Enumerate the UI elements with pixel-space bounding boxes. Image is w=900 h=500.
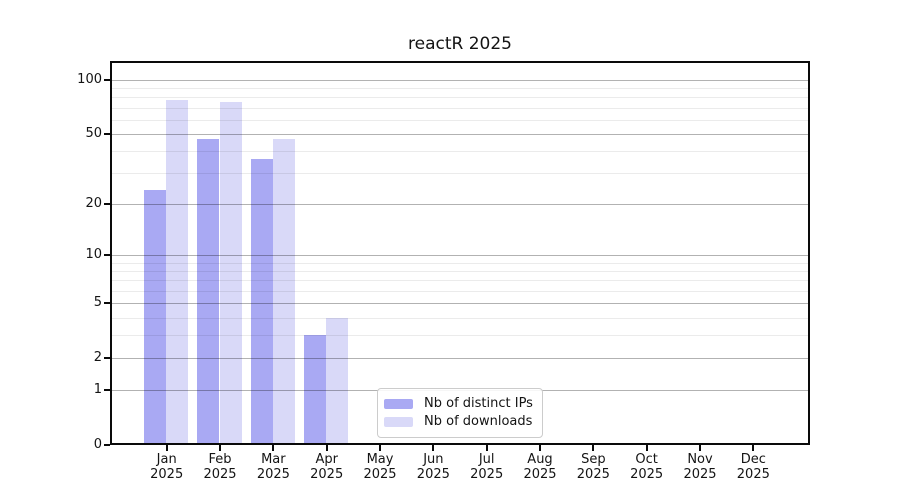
bar-jan-distinct-ips: [144, 190, 166, 445]
x-tick-label-feb: Feb 2025: [203, 452, 237, 482]
x-tick-label-dec: Dec 2025: [736, 452, 770, 482]
minor-gridline-90: [112, 88, 808, 89]
x-tick-label-may: May 2025: [363, 452, 397, 482]
minor-gridline-60: [112, 119, 808, 121]
major-gridline-20: [112, 204, 808, 206]
chart-title: reactR 2025: [408, 34, 512, 54]
x-tick-dec: [752, 445, 755, 451]
x-tick-label-jun: Jun 2025: [416, 452, 450, 482]
y-tick-2: [104, 357, 110, 360]
legend-item-distinct-ips: Nb of distinct IPs: [384, 397, 542, 411]
x-tick-mar: [272, 445, 275, 451]
x-tick-label-jan: Jan 2025: [150, 452, 184, 482]
y-tick-label-20: 20: [85, 196, 102, 212]
x-tick-sep: [592, 445, 595, 451]
bar-apr-distinct-ips: [303, 335, 326, 445]
x-tick-label-apr: Apr 2025: [310, 452, 344, 482]
y-tick-label-50: 50: [85, 125, 102, 141]
major-gridline-50: [112, 133, 808, 135]
bar-feb-downloads: [219, 102, 242, 445]
x-tick-feb: [219, 445, 222, 451]
y-tick-20: [104, 203, 110, 206]
legend: Nb of distinct IPs Nb of downloads: [377, 388, 543, 438]
x-tick-label-jul: Jul 2025: [470, 452, 504, 482]
minor-gridline-6: [112, 290, 808, 292]
x-tick-aug: [539, 445, 541, 451]
minor-gridline-30: [112, 173, 808, 175]
minor-gridline-8: [112, 271, 808, 273]
major-gridline-2: [112, 358, 808, 360]
legend-label-distinct-ips: Nb of distinct IPs: [424, 396, 533, 411]
y-tick-5: [104, 302, 110, 305]
y-tick-label-2: 2: [93, 350, 102, 366]
y-tick-label-0: 0: [93, 437, 102, 452]
x-tick-may: [379, 445, 382, 451]
y-tick-label-100: 100: [77, 71, 102, 87]
minor-gridline-70: [112, 107, 808, 109]
bar-mar-downloads: [273, 138, 296, 445]
y-tick-10: [104, 254, 110, 257]
bar-apr-downloads: [326, 317, 349, 445]
legend-swatch-downloads: [384, 417, 413, 427]
bar-feb-distinct-ips: [197, 138, 220, 445]
x-tick-label-nov: Nov 2025: [683, 452, 717, 482]
y-tick-label-5: 5: [93, 295, 102, 311]
major-gridline-10: [112, 255, 808, 257]
y-tick-1: [104, 389, 110, 392]
legend-label-downloads: Nb of downloads: [424, 414, 533, 429]
minor-gridline-9: [112, 262, 808, 264]
bar-jan-downloads: [166, 100, 189, 445]
x-tick-label-oct: Oct 2025: [630, 452, 664, 482]
y-tick-label-10: 10: [85, 247, 102, 263]
major-gridline-5: [112, 303, 808, 305]
x-tick-jun: [432, 445, 435, 451]
legend-item-downloads: Nb of downloads: [384, 415, 542, 429]
minor-gridline-4: [112, 317, 808, 319]
x-tick-jan: [165, 445, 168, 451]
x-tick-label-sep: Sep 2025: [576, 452, 610, 482]
minor-gridline-3: [112, 335, 808, 337]
minor-gridline-7: [112, 280, 808, 282]
x-tick-nov: [699, 445, 701, 451]
x-tick-jul: [485, 445, 488, 451]
x-tick-label-mar: Mar 2025: [256, 452, 290, 482]
bar-mar-distinct-ips: [250, 159, 273, 445]
minor-gridline-40: [112, 151, 808, 153]
legend-swatch-distinct-ips: [384, 399, 413, 409]
major-gridline-100: [112, 79, 808, 81]
y-tick-100: [104, 78, 110, 81]
x-tick-oct: [645, 445, 648, 451]
x-tick-apr: [325, 445, 328, 451]
y-tick-label-1: 1: [93, 382, 102, 398]
y-tick-0: [104, 444, 110, 446]
minor-gridline-80: [112, 97, 808, 99]
x-tick-label-aug: Aug 2025: [523, 452, 557, 482]
y-tick-50: [104, 132, 110, 135]
